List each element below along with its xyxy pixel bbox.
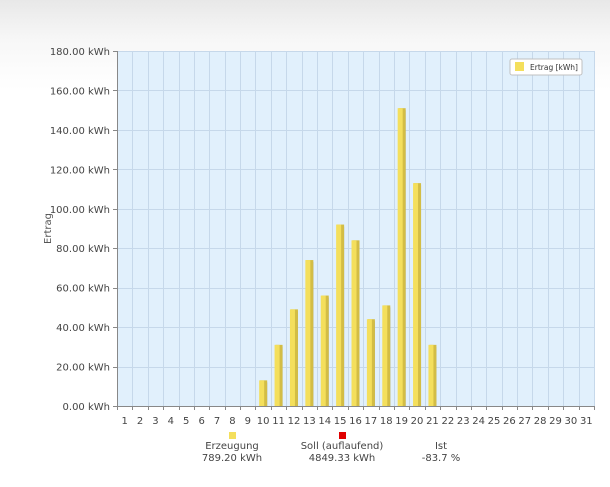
y-tick-label: 80.00 kWh — [56, 244, 110, 255]
x-tick-label: 11 — [272, 416, 285, 427]
soll-swatch — [338, 432, 346, 439]
y-tick-label: 140.00 kWh — [50, 126, 110, 137]
x-tick-label: 13 — [303, 416, 316, 427]
x-tick-label: 30 — [565, 416, 578, 427]
x-tick-label: 12 — [288, 416, 301, 427]
erzeugung-swatch — [228, 432, 236, 439]
bar — [336, 224, 342, 406]
bar — [305, 260, 311, 406]
bar — [320, 295, 326, 406]
y-tick-label: 120.00 kWh — [50, 165, 110, 176]
x-tick-label: 23 — [457, 416, 470, 427]
x-tick-labels: 1 2 3 4 5 6 7 8 9 10 11 12 13 14 15 16 17 18 19 20 21 22 23 24 2… — [122, 416, 593, 427]
x-tick-label: 27 — [518, 416, 531, 427]
bar — [274, 344, 280, 406]
x-tick-label: 10 — [257, 416, 270, 427]
x-tick-label: 2 — [137, 416, 143, 427]
x-tick-label: 22 — [441, 416, 454, 427]
x-tick-label: 14 — [318, 416, 331, 427]
legend-swatch — [515, 62, 524, 71]
x-tick-label: 19 — [395, 416, 408, 427]
ist-label: Ist — [434, 441, 448, 452]
x-tick-label: 7 — [214, 416, 220, 427]
bar — [382, 305, 388, 406]
x-tick-label: 15 — [334, 416, 347, 427]
erzeugung-value: 789.20 kWh — [201, 453, 263, 464]
bar — [428, 344, 434, 406]
y-tick-label: 160.00 kWh — [50, 86, 110, 97]
y-tick-label: 20.00 kWh — [56, 363, 110, 374]
y-tick-label: 40.00 kWh — [56, 323, 110, 334]
bar — [351, 240, 357, 406]
legend[interactable]: Ertrag [kWh] — [509, 58, 583, 76]
x-tick-label: 25 — [488, 416, 501, 427]
x-tick-label: 28 — [534, 416, 547, 427]
x-tick-label: 31 — [580, 416, 593, 427]
summary-ist: Ist -83.7 % — [381, 432, 501, 465]
x-tick-label: 3 — [152, 416, 158, 427]
ist-value: -83.7 % — [421, 453, 461, 464]
x-tick-label: 5 — [183, 416, 189, 427]
x-tick-label: 1 — [122, 416, 128, 427]
x-tick-label: 21 — [426, 416, 439, 427]
y-tick-labels: 0.00 kWh 20.00 kWh 40.00 kWh 60.00 kWh 80.00… — [50, 47, 110, 413]
x-tick-label: 4 — [168, 416, 174, 427]
axes — [113, 51, 595, 410]
summary-soll: Soll (auflaufend) 4849.33 kWh — [282, 432, 402, 465]
x-tick-label: 9 — [245, 416, 251, 427]
x-tick-label: 20 — [411, 416, 424, 427]
x-tick-label: 26 — [503, 416, 516, 427]
y-tick-label: 180.00 kWh — [50, 47, 110, 58]
x-tick-label: 6 — [198, 416, 204, 427]
soll-label: Soll (auflaufend) — [300, 441, 384, 452]
y-axis-label: Ertrag — [43, 213, 54, 244]
bars — [259, 108, 437, 406]
bar — [259, 380, 265, 406]
bar — [289, 309, 295, 406]
bar — [397, 108, 403, 406]
ist-swatch-placeholder — [438, 432, 445, 439]
bar-chart: 0.00 kWh 20.00 kWh 40.00 kWh 60.00 kWh 80.00… — [43, 47, 595, 427]
erzeugung-label: Erzeugung — [205, 441, 259, 452]
legend-box — [509, 58, 583, 76]
y-tick-label: 60.00 kWh — [56, 284, 110, 295]
x-tick-label: 29 — [549, 416, 562, 427]
soll-value: 4849.33 kWh — [308, 453, 376, 464]
x-tick-label: 8 — [229, 416, 235, 427]
x-tick-label: 24 — [472, 416, 485, 427]
bar — [366, 319, 372, 406]
x-tick-label: 16 — [349, 416, 362, 427]
x-tick-label: 18 — [380, 416, 393, 427]
y-tick-label: 100.00 kWh — [50, 205, 110, 216]
summary-erzeugung: Erzeugung 789.20 kWh — [172, 432, 292, 465]
bar — [413, 183, 419, 406]
x-tick-label: 17 — [365, 416, 378, 427]
legend-label: Ertrag [kWh] — [530, 63, 578, 72]
y-tick-label: 0.00 kWh — [63, 402, 110, 413]
